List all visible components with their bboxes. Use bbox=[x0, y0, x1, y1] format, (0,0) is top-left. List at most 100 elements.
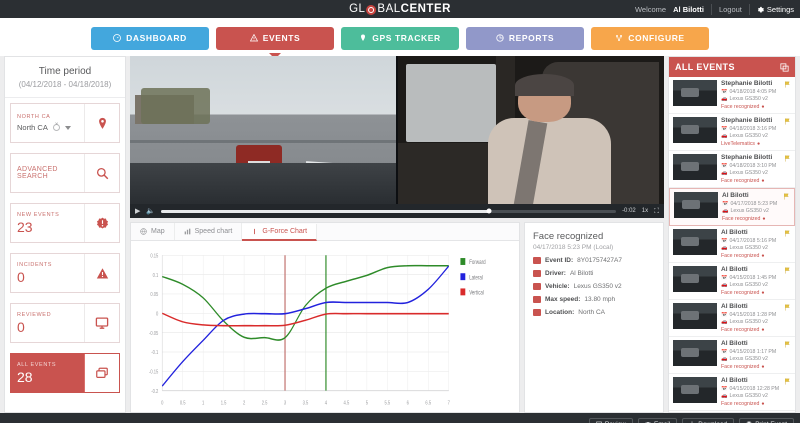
print-event-button[interactable]: Print Event bbox=[739, 417, 794, 423]
flag-icon[interactable] bbox=[784, 230, 791, 237]
detail-row-vehicle: Vehicle: Lexus GS350 v2 bbox=[533, 283, 655, 290]
event-thumbnail[interactable] bbox=[673, 340, 717, 366]
playback-speed[interactable]: 1x bbox=[641, 208, 649, 214]
tag-dot-icon: ● bbox=[761, 253, 765, 259]
tab-gforce-chart[interactable]: G-Force Chart bbox=[242, 224, 318, 241]
cabin-scene bbox=[398, 56, 664, 218]
event-thumbnail[interactable] bbox=[673, 229, 717, 255]
settings-button[interactable]: Settings bbox=[757, 5, 794, 14]
flag-icon[interactable] bbox=[783, 193, 790, 200]
event-thumbnail[interactable] bbox=[673, 266, 717, 292]
flag-icon[interactable] bbox=[784, 267, 791, 274]
main-nav: DASHBOARD EVENTS GPS TRACKER REPORTS CON… bbox=[0, 18, 800, 56]
globe-icon bbox=[366, 5, 377, 15]
new-events-card[interactable]: NEW EVENTS 23 bbox=[10, 203, 120, 243]
calendar-icon: 📅 bbox=[721, 348, 728, 355]
tag-dot-icon: ● bbox=[757, 141, 761, 147]
vehicle-icon: 🚗 bbox=[721, 356, 728, 362]
download-icon bbox=[691, 421, 693, 423]
video-player[interactable]: ▶ 🔈 -0:02 1x ⛶ bbox=[130, 56, 664, 218]
button-label: Review bbox=[605, 421, 626, 423]
event-thumbnail[interactable] bbox=[673, 303, 717, 329]
event-list-item[interactable]: Al Bilotti 📅 04/17/2018 5:16 PM 🚗 Lexus GS35… bbox=[669, 226, 795, 263]
event-vehicle: Lexus GS350 v2 bbox=[729, 282, 768, 288]
time-period-block: Time period (04/12/2018 - 04/18/2018) bbox=[5, 57, 125, 98]
region-selector-card[interactable]: NORTH CA North CA bbox=[10, 103, 120, 143]
region-label: NORTH CA bbox=[17, 114, 51, 120]
advanced-search-card[interactable]: ADVANCED SEARCH bbox=[10, 153, 120, 193]
expand-icon[interactable] bbox=[780, 62, 789, 72]
tab-speed-chart[interactable]: Speed chart bbox=[175, 223, 243, 240]
nav-label: GPS TRACKER bbox=[372, 33, 441, 43]
region-pin-button[interactable] bbox=[85, 104, 119, 142]
nav-label: REPORTS bbox=[508, 33, 555, 43]
video-road-view[interactable] bbox=[130, 56, 396, 218]
event-list-item[interactable]: Stephanie Bilotti 📅 04/18/2018 3:10 PM 🚗 Lex… bbox=[669, 151, 795, 188]
email-button[interactable]: Email bbox=[638, 417, 678, 423]
driver-hair bbox=[515, 73, 574, 97]
event-vehicle: Lexus GS350 v2 bbox=[729, 170, 768, 176]
all-events-card[interactable]: ALL EVENTS 28 bbox=[10, 353, 120, 393]
nav-tab-events[interactable]: EVENTS bbox=[216, 26, 334, 50]
event-thumbnail[interactable] bbox=[673, 117, 717, 143]
event-list-item[interactable]: Al Bilotti 📅 04/15/2018 1:28 PM 🚗 Lexus GS35… bbox=[669, 300, 795, 337]
progress-fill bbox=[161, 209, 489, 213]
event-list-item[interactable]: Al Bilotti 📅 04/15/2018 1:17 PM 🚗 Lexus GS35… bbox=[669, 337, 795, 374]
series-line-forward bbox=[162, 264, 449, 341]
event-list-item[interactable]: Stephanie Bilotti 📅 04/18/2018 3:16 PM 🚗 Lex… bbox=[669, 114, 795, 151]
flag-icon[interactable] bbox=[784, 81, 791, 88]
nav-tab-dashboard[interactable]: DASHBOARD bbox=[91, 26, 209, 50]
event-driver-name: Al Bilotti bbox=[721, 266, 748, 273]
incidents-card[interactable]: INCIDENTS 0 bbox=[10, 253, 120, 293]
logout-link[interactable]: Logout bbox=[718, 4, 742, 14]
search-button[interactable] bbox=[85, 154, 119, 192]
event-vehicle: Lexus GS350 v2 bbox=[729, 245, 768, 251]
tag-label: Face recognized bbox=[721, 290, 760, 296]
flag-icon[interactable] bbox=[784, 118, 791, 125]
progress-knob[interactable] bbox=[486, 208, 492, 214]
download-button[interactable]: Download bbox=[682, 417, 735, 423]
clear-icon[interactable] bbox=[52, 122, 60, 131]
reviewed-card[interactable]: REVIEWED 0 bbox=[10, 303, 120, 343]
flag-icon[interactable] bbox=[784, 155, 791, 162]
time-period-range[interactable]: (04/12/2018 - 04/18/2018) bbox=[18, 80, 112, 89]
nav-tab-configure[interactable]: CONFIGURE bbox=[591, 26, 709, 50]
divider bbox=[748, 3, 750, 15]
fullscreen-icon[interactable]: ⛶ bbox=[654, 207, 659, 215]
chevron-down-icon[interactable] bbox=[64, 125, 71, 130]
tag-dot-icon: ● bbox=[762, 216, 766, 222]
event-list-item[interactable]: Al Bilotti 📅 04/17/2018 5:23 PM 🚗 Lexus GS35… bbox=[669, 188, 795, 226]
event-thumbnail[interactable] bbox=[673, 154, 717, 180]
nav-tab-gps-tracker[interactable]: GPS TRACKER bbox=[341, 26, 459, 50]
detail-value: 8Y01757427A7 bbox=[577, 257, 622, 264]
event-list-item[interactable]: Al Bilotti📅04/15/2018 11:17 AM🚗Lexus GS3… bbox=[669, 411, 795, 412]
event-tag: Face recognized ● bbox=[721, 364, 791, 370]
nav-label: CONFIGURE bbox=[628, 33, 685, 43]
calendar-icon: 📅 bbox=[721, 274, 728, 281]
event-list-item[interactable]: Stephanie Bilotti 📅 04/18/2018 4:05 PM 🚗 Lex… bbox=[669, 77, 795, 114]
side-window bbox=[405, 64, 497, 142]
event-time: 04/15/2018 1:17 PM bbox=[729, 348, 777, 355]
flag-icon[interactable] bbox=[784, 378, 791, 385]
events-list[interactable]: Stephanie Bilotti 📅 04/18/2018 4:05 PM 🚗 Lex… bbox=[669, 77, 795, 412]
detail-label: Event ID: bbox=[545, 257, 574, 264]
flag-icon[interactable] bbox=[784, 341, 791, 348]
flag-icon[interactable] bbox=[784, 304, 791, 311]
tag-label: Face recognized bbox=[721, 327, 760, 333]
progress-scrubber[interactable] bbox=[161, 208, 617, 214]
detail-row-max-speed: Max speed: 13.80 mph bbox=[533, 296, 655, 303]
event-list-item[interactable]: Al Bilotti 📅 04/15/2018 1:45 PM 🚗 Lexus GS35… bbox=[669, 263, 795, 300]
review-button[interactable]: Review bbox=[588, 417, 634, 423]
volume-icon[interactable]: 🔈 bbox=[146, 207, 156, 215]
video-cabin-view[interactable] bbox=[398, 56, 664, 218]
event-thumbnail[interactable] bbox=[673, 80, 717, 106]
play-icon[interactable]: ▶ bbox=[135, 207, 141, 215]
legend-swatch bbox=[460, 273, 466, 281]
event-thumbnail[interactable] bbox=[673, 377, 717, 403]
event-list-item[interactable]: Al Bilotti 📅 04/15/2018 12:28 PM 🚗 Lexus GS3… bbox=[669, 374, 795, 411]
nav-tab-reports[interactable]: REPORTS bbox=[466, 26, 584, 50]
event-tag: Face recognized ● bbox=[721, 401, 791, 407]
detail-label: Vehicle: bbox=[545, 283, 570, 290]
tab-map[interactable]: Map bbox=[131, 223, 175, 240]
event-thumbnail[interactable] bbox=[674, 192, 718, 218]
